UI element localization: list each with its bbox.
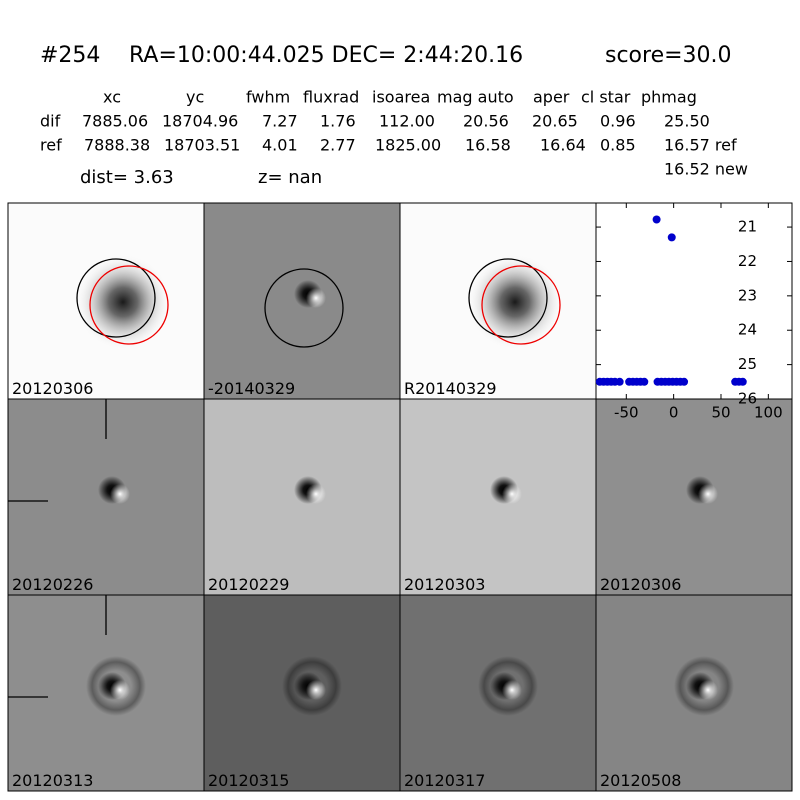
plot-area — [595, 202, 793, 400]
table-cell: 18704.96 — [162, 112, 238, 131]
stamp-date: -20140329 — [208, 379, 295, 398]
column-header: isoarea — [372, 88, 430, 107]
aperture-ref — [89, 265, 169, 345]
dipole-light — [110, 484, 130, 504]
point — [640, 377, 649, 386]
aperture-ref — [481, 265, 561, 345]
table-cell: 7888.38 — [84, 136, 150, 155]
table-cell: 7885.06 — [82, 112, 148, 131]
y-tick-label: 25 — [738, 355, 757, 373]
phmag-new: 16.52 new — [664, 160, 748, 179]
column-header: cl star — [581, 88, 631, 107]
table-cell: 4.01 — [262, 136, 298, 155]
stamp-date: 20120306 — [600, 575, 681, 594]
stamp-date: 20120306 — [12, 379, 93, 398]
source-glow — [75, 254, 171, 350]
table-cell: 16.57 ref — [664, 136, 737, 155]
stamp-date: 20120508 — [600, 771, 681, 790]
table-cell: 7.27 — [262, 112, 298, 131]
stamp-date: 20120226 — [12, 575, 93, 594]
point — [615, 377, 624, 386]
panel-grid: 20120306 -20140329 R20140329 20120226 201202… — [7, 202, 793, 792]
column-header: mag auto — [437, 88, 514, 107]
stamp-date: R20140329 — [404, 379, 497, 398]
object-id: #254 — [40, 43, 100, 68]
table-cell: 16.58 — [465, 136, 511, 155]
column-header: yc — [186, 88, 204, 107]
column-header: phmag — [641, 88, 697, 107]
table-cell: 0.85 — [600, 136, 636, 155]
coordinates: RA=10:00:44.025 DEC= 2:44:20.16 — [129, 43, 523, 68]
table-cell: 112.00 — [379, 112, 435, 131]
stamp-date: 20120315 — [208, 771, 289, 790]
table-cell: 20.56 — [463, 112, 509, 131]
aperture — [264, 268, 344, 348]
aperture — [76, 258, 156, 338]
source-glow — [467, 254, 563, 350]
table-cell: 1825.00 — [375, 136, 441, 155]
dipole-light — [698, 484, 718, 504]
table-cell: 20.65 — [532, 112, 578, 131]
score: score=30.0 — [605, 43, 732, 68]
column-header: xc — [103, 88, 121, 107]
dipole-light — [502, 484, 522, 504]
point — [738, 377, 747, 386]
table-cell: 18703.51 — [164, 136, 240, 155]
x-tick-label: 50 — [711, 404, 730, 422]
table-cell: 16.64 — [540, 136, 586, 155]
stamp-date: 20120303 — [404, 575, 485, 594]
y-tick-label: 26 — [738, 390, 757, 408]
point — [652, 215, 661, 224]
y-tick-label: 21 — [738, 218, 757, 236]
dist: dist= 3.63 — [80, 167, 174, 188]
stamp-date: 20120317 — [404, 771, 485, 790]
stamp-date: 20120313 — [12, 771, 93, 790]
x-tick-label: 100 — [754, 404, 783, 422]
stamp-date: 20120229 — [208, 575, 289, 594]
row-label: ref — [40, 136, 62, 155]
table-cell: 1.76 — [320, 112, 356, 131]
x-tick-label: -50 — [614, 404, 639, 422]
table-cell: 0.96 — [600, 112, 636, 131]
column-header: aper — [533, 88, 570, 107]
row-label: dif — [40, 112, 61, 131]
dipole-light — [502, 680, 522, 700]
dipole-light — [110, 680, 130, 700]
dipole-light — [306, 484, 326, 504]
dipole-light — [698, 680, 718, 700]
point — [680, 377, 689, 386]
dipole-light — [306, 288, 326, 308]
table-cell: 25.50 — [664, 112, 710, 131]
dipole-light — [306, 680, 326, 700]
table-cell: 2.77 — [320, 136, 356, 155]
y-tick-label: 23 — [738, 286, 757, 304]
aperture — [468, 258, 548, 338]
x-tick-label: 0 — [669, 404, 679, 422]
z: z= nan — [258, 167, 322, 188]
column-header: fluxrad — [303, 88, 359, 107]
column-header: fwhm — [246, 88, 290, 107]
y-tick-label: 22 — [738, 252, 757, 270]
point — [667, 233, 676, 242]
y-tick-label: 24 — [738, 321, 757, 339]
